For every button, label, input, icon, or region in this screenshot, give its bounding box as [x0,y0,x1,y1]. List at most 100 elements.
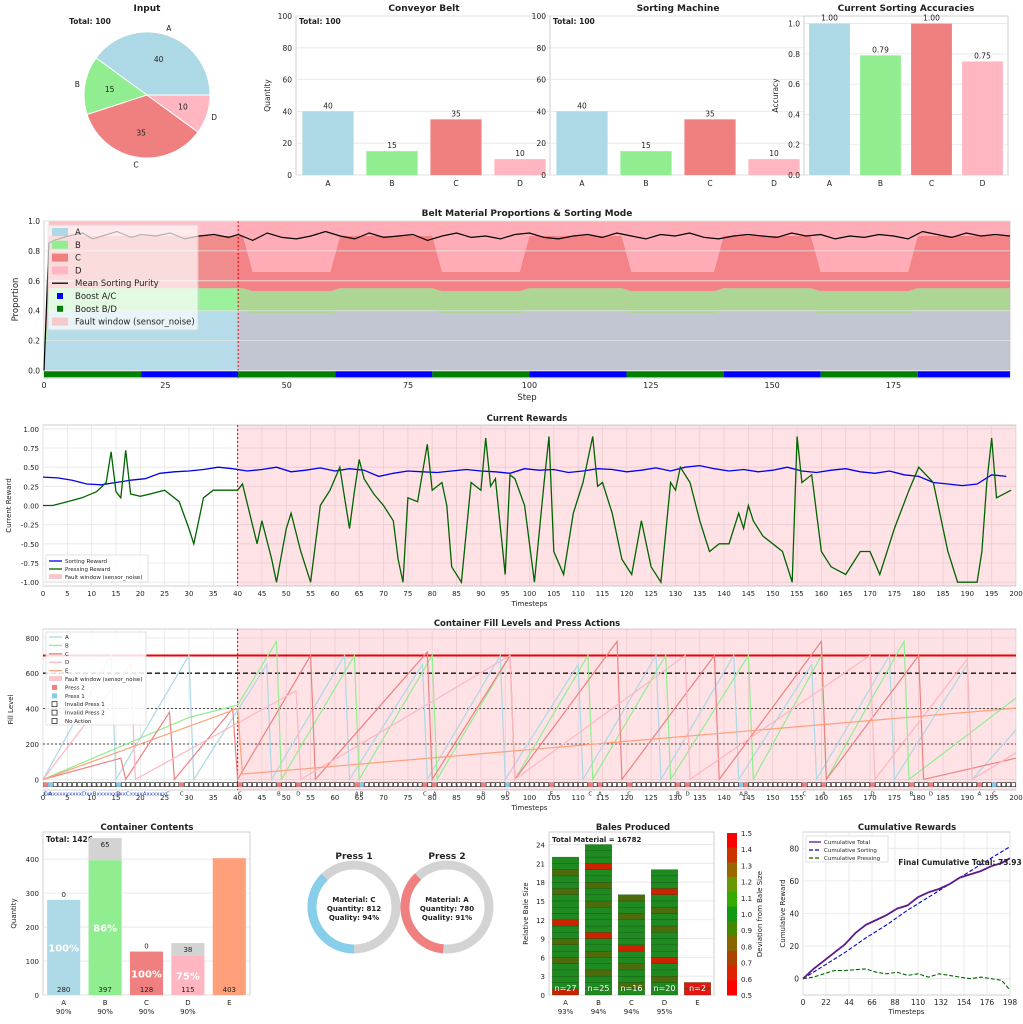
press-marker [588,782,593,787]
press-marker [802,782,807,787]
action-marker [1001,782,1007,787]
x-tick-label: 45 [257,794,266,802]
action-label: D [929,792,933,798]
bale-segment [618,907,645,914]
cumulative-rewards-chart: Cumulative Rewards 0 20 40 60 80 0 22 44 66 88 110 1… [779,823,1022,1016]
colorbar-label: Deviation from Bale Size [756,871,764,957]
bale-segment [585,844,612,851]
total-note: Total: 100 [69,17,111,26]
bale-segment [618,976,645,983]
x-tick-label: 190 [961,590,974,598]
action-marker [266,782,272,787]
legend-label: Cumulative Total [824,840,870,846]
action-marker [894,782,900,787]
y-tick-label: -0.25 [21,522,39,530]
input-pie-chart: Input Total: 100 40 A 15 B 35 C 10 D [69,4,217,170]
action-marker [733,782,739,787]
y-tick-label: 40 [789,910,799,919]
y-axis-label: Cumulative Reward [779,879,787,947]
x-tick-label: 125 [643,381,658,390]
action-marker [325,782,330,787]
bale-segment [651,919,678,927]
action-marker [286,782,291,787]
y-tick-label: 1.0 [28,217,40,226]
y-tick-label: 0.75 [23,445,39,453]
action-marker [335,782,340,787]
x-tick-label: 100 [523,590,536,598]
legend-label: Fault window (sensor_noise) [65,575,142,581]
legend-box [47,224,199,331]
action-marker [578,782,583,787]
x-tick-label: B [103,999,108,1007]
action-marker [845,782,851,787]
y-tick-label: 20 [282,139,292,148]
action-marker [218,782,223,787]
action-marker [339,782,345,787]
action-marker [806,782,812,787]
action-marker [690,782,695,787]
action-marker [252,782,257,787]
x-tick-sublabel: 90% [56,1008,72,1016]
action-marker [714,782,720,787]
action-marker [967,782,973,787]
press-marker [505,782,510,787]
x-tick-sublabel: 90% [97,1008,113,1016]
action-marker [485,782,491,787]
bale-count-label: n=2 [689,984,706,993]
action-marker [651,782,656,787]
action-marker [850,782,856,787]
x-tick-label: 110 [571,794,584,802]
total-note: Total: 1426 [46,835,93,844]
action-marker [446,782,452,787]
bale-segment [552,969,579,977]
action-marker [860,782,866,787]
action-marker [933,782,939,787]
x-tick-label: 40 [233,590,242,598]
action-marker [373,782,379,787]
x-tick-label: 198 [1003,998,1018,1007]
sorting-accuracy-chart: Current Sorting Accuracies 0.0 0.2 0.4 0.6 0.… [771,4,1009,188]
action-marker [836,782,841,787]
action-marker [271,782,277,787]
x-tick-label: 110 [571,590,584,598]
x-tick-label: 90 [476,794,485,802]
action-marker [198,782,204,787]
bar-value-label: 1.00 [923,14,940,23]
action-marker [451,782,457,787]
action-marker [349,782,355,787]
bale-segment [585,969,612,977]
press-marker [821,782,827,787]
action-marker [262,782,267,787]
mode-segment [529,371,627,378]
bale-segment [618,938,645,945]
y-tick-label: 0.00 [23,503,39,511]
y-tick-label: 0 [541,992,545,1000]
sorting-machine-chart: Sorting Machine 0 20 40 60 80 100 Total: 100 40 A… [532,4,807,188]
bar-value-label: 115 [181,986,194,994]
bale-segment [552,932,579,939]
x-tick-label: 180 [912,590,925,598]
fault-window [237,629,1017,790]
action-marker [208,782,214,787]
press-quality: Quality: 94% [329,914,379,922]
action-marker [918,782,924,787]
action-marker [758,782,763,787]
action-marker [695,782,700,787]
bale-segment [585,900,612,908]
action-marker [403,782,408,787]
action-label: C [44,792,48,798]
press-marker [743,782,749,787]
bar-value-label: 0.75 [974,51,991,60]
y-tick-label: 200 [26,741,39,749]
action-marker [427,782,433,787]
legend-label: Cumulative Pressing [824,856,880,862]
action-marker [753,782,759,787]
current-rewards-chart: Current Rewards -1.00 -0.75 -0.50 -0.25 0.00 0… [5,414,1023,608]
action-marker [729,782,734,787]
y-tick-label: 0.2 [28,337,40,346]
action-label: A [433,792,437,798]
action-marker [130,782,136,787]
action-marker [529,782,535,787]
